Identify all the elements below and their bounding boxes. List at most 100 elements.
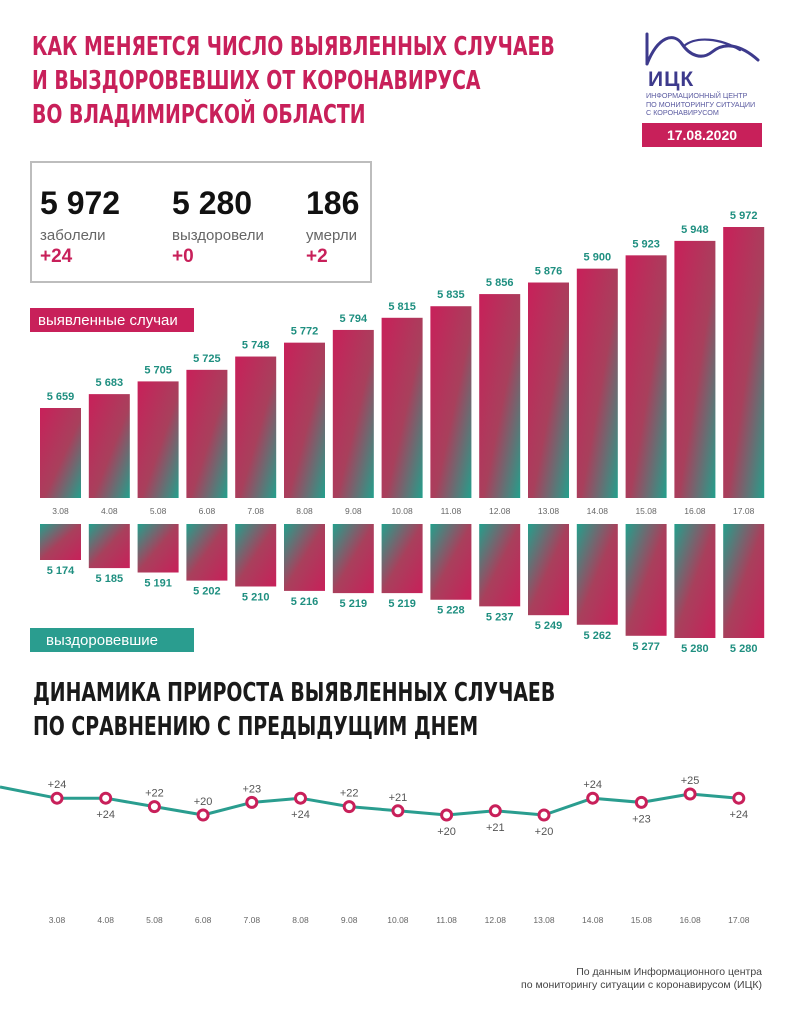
cases-bar (186, 369, 228, 498)
stat-deaths-label: умерли (306, 227, 357, 244)
growth-point (196, 808, 210, 822)
recovered-bar (723, 524, 765, 638)
growth-value-label: +22 (145, 788, 164, 800)
cases-value-label: 5 900 (584, 252, 612, 264)
recovered-bar (137, 524, 179, 573)
growth-value-label: +25 (681, 775, 700, 787)
recovered-bar (381, 524, 423, 594)
growth-line-chart: +24 3.08 +24 4.08 +22 5.08 +20 6.08 +23 7.08 +24 8.… (0, 775, 750, 925)
cases-date-label: 7.08 (247, 506, 264, 516)
recovered-value-label: 5 202 (193, 586, 221, 598)
cases-date-label: 8.08 (296, 506, 313, 516)
recovered-value-label: 5 249 (535, 620, 563, 632)
cases-bar (625, 255, 667, 498)
growth-date-label: 4.08 (97, 915, 114, 925)
stat-recovered-delta: +0 (172, 246, 194, 267)
cases-bar (381, 317, 423, 498)
cases-value-label: 5 725 (193, 353, 221, 365)
growth-date-label: 3.08 (49, 915, 66, 925)
growth-value-label: +23 (242, 783, 261, 795)
recovered-value-label: 5 280 (730, 643, 758, 655)
cases-bar (674, 240, 716, 498)
recovered-bar (186, 524, 228, 581)
stat-cases-delta: +24 (40, 246, 73, 267)
growth-point (99, 791, 113, 805)
logo: ИЦК Информационный центр по мониторингу … (640, 30, 770, 150)
recovered-bar (332, 524, 374, 594)
growth-value-label: +22 (340, 788, 359, 800)
cases-date-label: 4.08 (101, 506, 118, 516)
source-line-2: по мониторингу ситуации с коронавирусом … (521, 979, 762, 991)
recovered-bar (479, 524, 521, 607)
date-badge: 17.08.2020 (642, 123, 762, 147)
recovered-bar (674, 524, 716, 638)
cases-date-label: 16.08 (684, 506, 706, 516)
recovered-value-label: 5 210 (242, 591, 270, 603)
recovered-bar (40, 524, 81, 560)
recovered-bar-chart: 5 174 5 185 5 191 5 202 5 210 5 216 5 219 5 219… (40, 524, 765, 655)
growth-point (683, 787, 697, 801)
growth-value-label: +21 (486, 822, 505, 834)
cases-value-label: 5 748 (242, 340, 270, 352)
cases-bar (137, 381, 179, 498)
growth-point (294, 791, 307, 805)
cases-series-label: выявленные случаи (30, 308, 194, 332)
growth-value-label: +24 (96, 809, 115, 821)
recovered-bar (625, 524, 667, 636)
stat-cases-value: 5 972 (40, 185, 121, 221)
growth-point (537, 808, 551, 822)
cases-date-label: 15.08 (635, 506, 657, 516)
recovered-value-label: 5 216 (291, 596, 319, 608)
cases-date-label: 3.08 (52, 506, 69, 516)
growth-chart-title-line-1: ДИНАМИКА ПРИРОСТА ВЫЯВЛЕННЫХ СЛУЧАЕВ (33, 678, 556, 708)
recovered-value-label: 5 219 (340, 598, 368, 610)
growth-date-label: 17.08 (728, 915, 750, 925)
recovered-value-label: 5 219 (388, 598, 416, 610)
recovered-value-label: 5 262 (584, 630, 612, 642)
recovered-value-label: 5 174 (47, 565, 75, 577)
title-line-2: И ВЫЗДОРОВЕВШИХ ОТ КОРОНАВИРУСА (32, 66, 481, 96)
growth-point (488, 804, 502, 818)
cases-value-label: 5 856 (486, 277, 514, 289)
growth-date-label: 5.08 (146, 915, 163, 925)
recovered-bar (235, 524, 277, 587)
cases-date-label: 12.08 (489, 506, 511, 516)
growth-date-label: 15.08 (631, 915, 653, 925)
cases-date-label: 14.08 (587, 506, 609, 516)
cases-date-label: 6.08 (199, 506, 216, 516)
logo-subtitle-line-1: Информационный центр (646, 91, 748, 100)
stat-cases-label: заболели (40, 227, 106, 244)
growth-point (586, 791, 600, 805)
logo-subtitle-line-2: по мониторингу ситуации (646, 99, 756, 109)
growth-date-label: 9.08 (341, 915, 358, 925)
cases-value-label: 5 948 (681, 224, 709, 236)
stat-recovered-value: 5 280 (172, 185, 253, 221)
cases-value-label: 5 794 (340, 313, 368, 325)
growth-value-label: +24 (48, 779, 67, 791)
growth-date-label: 10.08 (387, 915, 409, 925)
cases-date-label: 5.08 (150, 506, 167, 516)
stat-deaths-delta: +2 (306, 246, 328, 267)
cases-bar (332, 329, 374, 498)
recovered-series-label: выздоровевшие (30, 628, 194, 652)
growth-point (440, 808, 454, 822)
title-line-3: ВО ВЛАДИМИРСКОЙ ОБЛАСТИ (32, 100, 366, 130)
recovered-value-label: 5 280 (681, 643, 709, 655)
growth-point (634, 795, 648, 809)
growth-value-label: +24 (291, 809, 310, 821)
growth-value-label: +24 (583, 779, 602, 791)
recovered-value-label: 5 277 (632, 641, 660, 653)
cases-bar (40, 408, 81, 498)
cases-bar (88, 394, 130, 498)
cases-date-label: 11.08 (441, 506, 462, 516)
chart-curve-logo-icon (645, 32, 760, 66)
growth-point (342, 800, 356, 814)
logo-abbreviation: ИЦК (648, 68, 695, 91)
growth-point (147, 800, 161, 814)
stat-deaths: 186 умерли +2 (306, 185, 359, 268)
cases-bar (528, 282, 569, 498)
growth-point (732, 791, 746, 805)
source-note: По данным Информационного центра по мони… (521, 966, 762, 992)
cases-bar (284, 342, 325, 498)
